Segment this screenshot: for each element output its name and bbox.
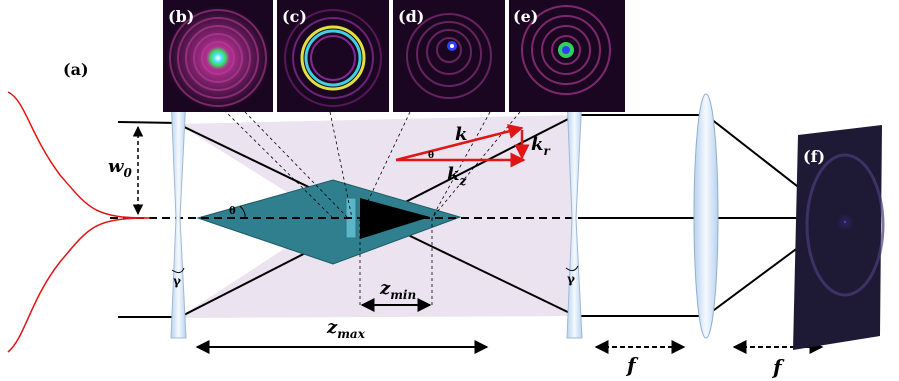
theta-label-bessel: θ [229, 206, 236, 217]
shadow-cone [360, 198, 430, 239]
inset-d [393, 0, 505, 112]
axicon-icon [170, 96, 187, 339]
gamma-label-2: γ [567, 272, 575, 286]
focal-length-label-2: f [771, 355, 785, 379]
inset-guide-lines [223, 109, 521, 307]
panel-label-d: (d) [398, 7, 424, 26]
theta-label-kvector: θ [428, 151, 434, 161]
kr-label: kr [531, 134, 551, 158]
panel-label-b: (b) [168, 7, 194, 26]
inset-c [277, 0, 389, 112]
gamma-arc-2 [565, 265, 579, 272]
inset-b [163, 0, 273, 112]
bessel-zone [196, 179, 462, 265]
lens-icon [693, 93, 719, 339]
theta-arc [239, 205, 246, 219]
inset-e [509, 0, 625, 112]
inset-f [793, 125, 885, 350]
panel-label-e: (e) [513, 7, 538, 26]
zmin-label: zmin [379, 278, 416, 302]
gamma-label-1: γ [173, 274, 181, 288]
wave-vector-diagram [395, 124, 530, 168]
k-label: k [455, 124, 467, 145]
w0-label: w0 [108, 156, 133, 180]
focal-length-label-1: f [625, 353, 639, 377]
zmax-label: zmax [326, 317, 366, 341]
gamma-arc-1 [171, 267, 185, 274]
panel-label-f: (f) [803, 147, 825, 166]
panel-label-c: (c) [282, 7, 307, 26]
panel-label-a: (a) [63, 60, 89, 79]
gaussian-profile-curve [7, 91, 151, 353]
kz-label: kz [447, 164, 467, 188]
